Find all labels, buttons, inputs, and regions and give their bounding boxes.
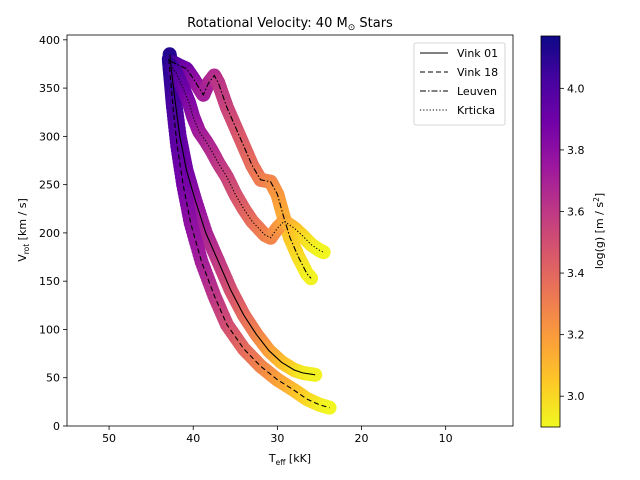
x-axis-ticks: 50 40 30 20 10 — [102, 426, 453, 445]
x-tick-label: 10 — [439, 432, 453, 445]
x-tick-label: 30 — [270, 432, 284, 445]
line-layer — [168, 54, 330, 409]
y-tick-label: 300 — [39, 130, 60, 143]
series-line — [170, 64, 324, 253]
colorbar: 3.0 3.2 3.4 3.6 3.8 4.0 log(g) [m / s2] — [540, 35, 606, 428]
colorbar-tick-label: 4.0 — [567, 82, 585, 95]
scatter-point — [304, 271, 319, 286]
series-line — [169, 54, 316, 376]
colorbar-fill — [540, 35, 561, 428]
colorbar-tick-label: 3.8 — [567, 144, 585, 157]
x-tick-label: 20 — [355, 432, 369, 445]
colorbar-tick-label: 3.4 — [567, 267, 585, 280]
legend-box — [413, 42, 506, 126]
chart-title: Rotational Velocity: 40 M⊙ Stars — [187, 16, 393, 33]
plot-frame — [66, 34, 514, 427]
y-tick-label: 100 — [39, 323, 60, 336]
legend-label: Krticka — [457, 104, 495, 117]
legend-label: Vink 01 — [457, 47, 498, 60]
colorbar-tick-label: 3.2 — [567, 329, 585, 342]
x-axis-label: Teff [kK] — [268, 452, 311, 467]
series-line — [170, 60, 312, 279]
legend-label: Leuven — [457, 85, 497, 98]
legend: Vink 01 Vink 18 Leuven Krticka — [413, 42, 506, 126]
y-tick-label: 150 — [39, 275, 60, 288]
y-axis-label: Vrot [km / s] — [16, 198, 31, 262]
y-tick-label: 350 — [39, 82, 60, 95]
colorbar-tick-label: 3.6 — [567, 205, 585, 218]
x-tick-label: 40 — [186, 432, 200, 445]
y-tick-label: 200 — [39, 227, 60, 240]
y-axis-ticks: 0 50 100 150 200 250 300 350 400 — [39, 34, 67, 433]
colorbar-label: log(g) [m / s2] — [592, 193, 606, 269]
series-line — [168, 59, 330, 409]
colorbar-tick-label: 3.0 — [567, 390, 585, 403]
scatter-point — [308, 367, 323, 382]
y-tick-label: 250 — [39, 179, 60, 192]
y-tick-label: 0 — [53, 420, 60, 433]
legend-label: Vink 18 — [457, 66, 498, 79]
scatter-layer — [161, 47, 337, 415]
title-sun-symbol: ⊙ — [348, 23, 356, 33]
y-tick-label: 400 — [39, 34, 60, 47]
x-tick-label: 50 — [102, 432, 116, 445]
y-tick-label: 50 — [46, 372, 60, 385]
scatter-point — [316, 245, 331, 260]
colorbar-ticks: 3.0 3.2 3.4 3.6 3.8 4.0 — [560, 82, 585, 403]
